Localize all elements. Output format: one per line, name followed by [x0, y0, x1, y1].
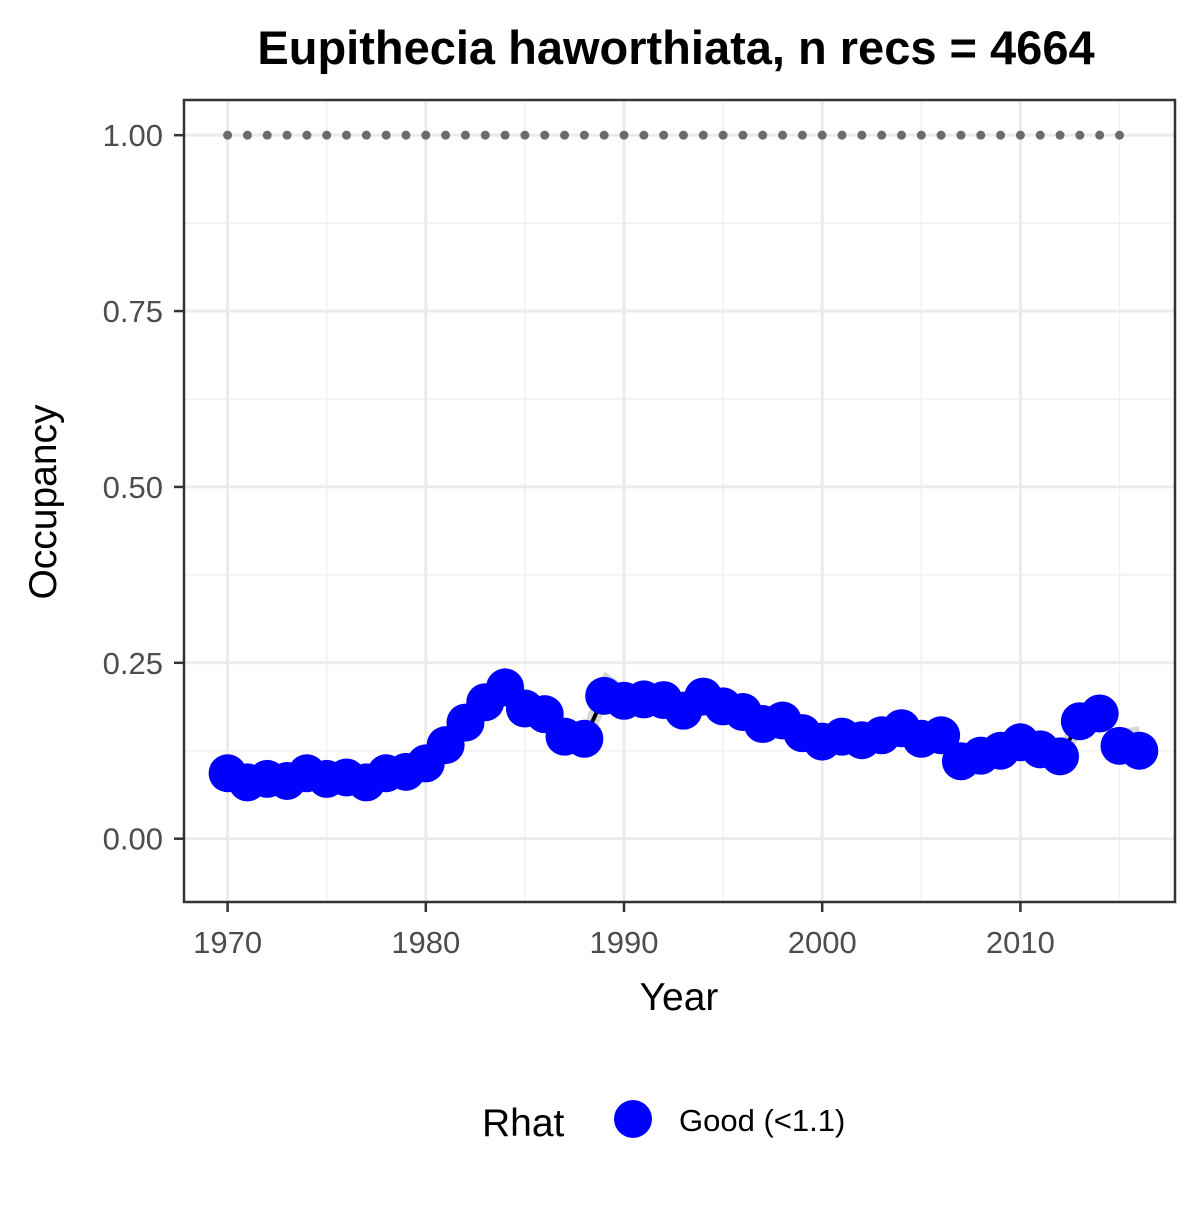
- reference-point: [223, 130, 233, 140]
- x-tick-label: 1970: [193, 925, 262, 960]
- reference-point: [520, 130, 530, 140]
- data-point: [565, 719, 604, 758]
- reference-point: [936, 130, 946, 140]
- reference-point: [282, 130, 292, 140]
- reference-point: [639, 130, 649, 140]
- reference-point: [242, 130, 252, 140]
- reference-point: [599, 130, 609, 140]
- data-point: [1120, 731, 1159, 770]
- reference-point: [322, 130, 332, 140]
- reference-point: [837, 130, 847, 140]
- x-axis-label: Year: [640, 976, 719, 1019]
- reference-point: [1015, 130, 1025, 140]
- reference-point: [441, 130, 451, 140]
- reference-point: [500, 130, 510, 140]
- reference-point: [342, 130, 352, 140]
- plot-border: [182, 98, 1177, 904]
- legend-key-good: [614, 1100, 652, 1138]
- reference-point: [560, 130, 570, 140]
- chart-title: Eupithecia haworthiata, n recs = 4664: [257, 21, 1094, 74]
- reference-point: [877, 130, 887, 140]
- reference-point: [698, 130, 708, 140]
- reference-point: [996, 130, 1006, 140]
- reference-point: [738, 130, 748, 140]
- reference-point: [480, 130, 490, 140]
- reference-point: [896, 130, 906, 140]
- reference-point: [718, 130, 728, 140]
- x-tick-label: 2000: [788, 925, 857, 960]
- reference-point: [302, 130, 312, 140]
- data-point: [922, 716, 961, 755]
- reference-point: [421, 130, 431, 140]
- y-tick-label: 0.00: [103, 822, 163, 857]
- reference-point: [797, 130, 807, 140]
- reference-point: [1075, 130, 1085, 140]
- reference-point: [401, 130, 411, 140]
- x-tick-label: 1980: [391, 925, 460, 960]
- reference-point: [381, 130, 391, 140]
- reference-point: [857, 130, 867, 140]
- y-tick-label: 1.00: [103, 118, 163, 153]
- reference-point: [262, 130, 272, 140]
- data-point: [1041, 737, 1080, 776]
- reference-point: [817, 130, 827, 140]
- reference-point: [976, 130, 986, 140]
- reference-point: [758, 130, 768, 140]
- x-tick-label: 2010: [986, 925, 1055, 960]
- data-point: [1080, 694, 1119, 733]
- reference-point: [678, 130, 688, 140]
- reference-point: [916, 130, 926, 140]
- y-tick-label: 0.75: [103, 294, 163, 329]
- legend: Rhat Good (<1.1): [482, 1100, 845, 1145]
- y-axis-label: Occupancy: [22, 404, 65, 600]
- reference-point: [579, 130, 589, 140]
- reference-point: [778, 130, 788, 140]
- y-tick-label: 0.50: [103, 470, 163, 505]
- reference-point: [619, 130, 629, 140]
- reference-point: [1035, 130, 1045, 140]
- reference-point: [956, 130, 966, 140]
- y-tick-label: 0.25: [103, 646, 163, 681]
- legend-title: Rhat: [482, 1102, 565, 1145]
- reference-point: [540, 130, 550, 140]
- reference-point: [460, 130, 470, 140]
- reference-point: [361, 130, 371, 140]
- reference-point: [1095, 130, 1105, 140]
- plot-area: 1970 1980 1990 2000 2010 0.00 0.25 0.50 0.75 1.00: [103, 98, 1177, 960]
- legend-label-good: Good (<1.1): [679, 1103, 845, 1138]
- reference-point: [1115, 130, 1125, 140]
- reference-point: [659, 130, 669, 140]
- x-tick-label: 1990: [590, 925, 659, 960]
- reference-point: [1055, 130, 1065, 140]
